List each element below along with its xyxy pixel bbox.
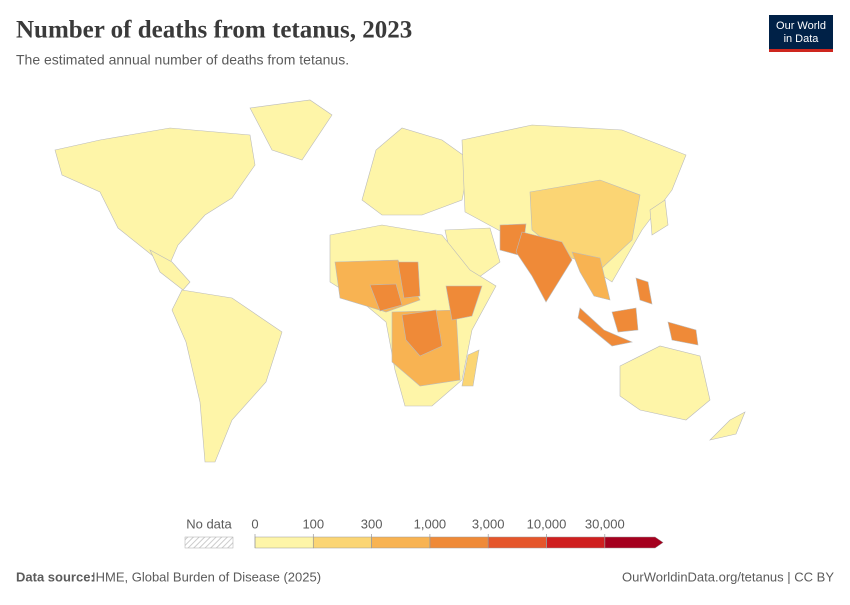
title: Number of deaths from tetanus, 2023 xyxy=(16,17,412,44)
japan[interactable] xyxy=(649,199,669,236)
legend-bin[interactable] xyxy=(254,536,314,549)
sudan[interactable] xyxy=(397,261,421,299)
legend-bin[interactable] xyxy=(429,536,489,549)
south-america[interactable] xyxy=(171,289,283,463)
map xyxy=(54,99,746,463)
legend-tick-label: 1,000 xyxy=(414,516,447,531)
legend-tick-label: 100 xyxy=(302,516,324,531)
legend-bin[interactable] xyxy=(487,536,547,549)
source-label: Data source: xyxy=(16,569,95,584)
new-guinea[interactable] xyxy=(667,321,699,346)
nigeria[interactable] xyxy=(369,283,403,312)
legend-bin[interactable] xyxy=(371,536,431,549)
legend-bin[interactable] xyxy=(546,536,606,549)
no-data-label: No data xyxy=(186,516,232,531)
north-america[interactable] xyxy=(54,127,256,269)
legend-tick-label: 30,000 xyxy=(585,516,625,531)
legend-tick-label: 0 xyxy=(251,516,258,531)
subtitle: The estimated annual number of deaths fr… xyxy=(16,52,349,68)
europe[interactable] xyxy=(361,127,471,216)
horn-of-africa[interactable] xyxy=(445,285,483,321)
legend-bin[interactable] xyxy=(604,536,664,549)
australia[interactable] xyxy=(619,345,711,421)
philippines[interactable] xyxy=(635,277,653,305)
no-data-swatch[interactable] xyxy=(184,536,234,549)
legend-tick-label: 300 xyxy=(361,516,383,531)
sumatra[interactable] xyxy=(577,307,634,347)
india[interactable] xyxy=(515,231,573,303)
url[interactable]: OurWorldinData.org/tetanus | CC BY xyxy=(622,569,834,584)
logo-bar xyxy=(769,49,833,52)
drc[interactable] xyxy=(401,309,443,357)
borneo[interactable] xyxy=(611,307,639,333)
logo-text: in Data xyxy=(784,33,820,45)
logo[interactable]: Our World in Data xyxy=(769,15,833,52)
logo-box xyxy=(769,15,833,49)
greenland[interactable] xyxy=(249,99,333,161)
new-zealand[interactable] xyxy=(709,411,746,441)
legend-tick-label: 3,000 xyxy=(472,516,505,531)
legend: No data 0 100 300 1,000 3,000 10,000 30,000 xyxy=(184,516,664,549)
legend-tick-label: 10,000 xyxy=(527,516,567,531)
southeast-asia[interactable] xyxy=(571,251,611,301)
source: IHME, Global Burden of Disease (2025) xyxy=(92,569,321,584)
central-america[interactable] xyxy=(149,249,191,291)
legend-bin[interactable] xyxy=(313,536,372,549)
madagascar[interactable] xyxy=(461,349,480,387)
logo-text: Our World xyxy=(776,20,826,32)
